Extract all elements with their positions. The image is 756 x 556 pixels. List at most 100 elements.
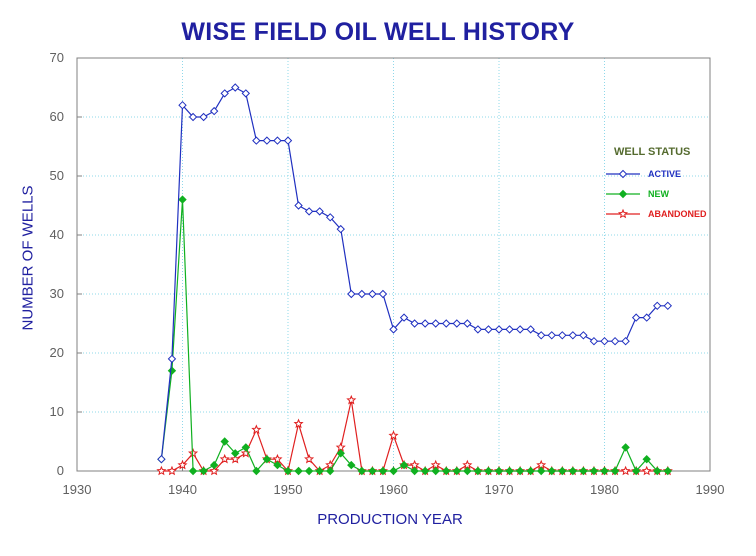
new-point	[325, 466, 335, 476]
y-tick-label: 0	[57, 463, 64, 478]
new-point	[368, 466, 377, 476]
new-point	[579, 466, 588, 476]
active-point	[410, 319, 419, 328]
new-point	[547, 466, 556, 476]
active-point	[157, 454, 166, 464]
new-point	[188, 466, 198, 476]
active-point	[452, 319, 462, 328]
active-point	[547, 331, 556, 340]
new-point	[178, 195, 187, 204]
new-point	[294, 466, 303, 476]
new-point	[378, 466, 388, 476]
active-point	[526, 325, 535, 334]
abandoned-point	[346, 394, 357, 405]
active-point	[209, 106, 219, 116]
new-point	[494, 466, 504, 476]
new-point	[515, 466, 525, 476]
abandoned-point	[209, 465, 220, 476]
active-point	[621, 336, 630, 346]
active-point	[252, 136, 261, 145]
series-abandoned	[156, 394, 673, 476]
new-point	[283, 466, 293, 476]
active-point	[220, 89, 229, 98]
active-point	[389, 325, 398, 334]
active-point	[653, 301, 662, 311]
new-point	[357, 466, 367, 476]
active-point	[663, 301, 673, 311]
new-point	[273, 460, 282, 470]
legend-marker-new	[618, 189, 628, 199]
new-point	[505, 466, 514, 476]
active-point	[442, 319, 451, 328]
active-point	[336, 224, 345, 234]
grid-lines	[76, 57, 711, 472]
new-point	[209, 460, 219, 470]
active-point	[494, 325, 504, 334]
legend-title: WELL STATUS	[614, 146, 690, 158]
x-tick-label: 1950	[274, 482, 303, 497]
active-point	[294, 201, 303, 210]
y-tick-label: 40	[50, 227, 64, 242]
active-point	[631, 313, 641, 322]
x-tick-label: 1970	[485, 482, 514, 497]
active-point	[188, 112, 198, 122]
active-point	[484, 325, 493, 334]
active-point	[515, 325, 525, 334]
new-point	[452, 466, 462, 476]
active-point	[420, 319, 430, 328]
new-point	[241, 443, 251, 452]
new-point	[653, 466, 662, 476]
new-point	[431, 466, 440, 476]
new-point	[252, 466, 261, 476]
y-tick-label: 20	[50, 345, 64, 360]
active-point	[315, 207, 324, 216]
new-point	[315, 466, 324, 476]
abandoned-point	[304, 453, 315, 464]
active-point	[642, 313, 651, 322]
new-point	[399, 460, 409, 470]
y-tick-label: 70	[50, 50, 64, 65]
new-point	[167, 366, 177, 375]
new-point	[621, 443, 630, 452]
active-point	[610, 336, 620, 346]
x-tick-label: 1980	[590, 482, 619, 497]
series-new	[157, 195, 673, 476]
new-point	[336, 449, 345, 458]
abandoned-point	[293, 418, 304, 429]
legend-label-active: ACTIVE	[648, 169, 681, 179]
legend-marker-active	[618, 169, 628, 179]
new-point	[220, 437, 229, 446]
abandoned-point	[388, 430, 399, 440]
new-point	[442, 466, 451, 476]
new-point	[420, 466, 430, 476]
active-point	[589, 336, 599, 346]
new-point	[473, 466, 483, 476]
x-tick-label: 1940	[168, 482, 197, 497]
abandoned-point	[219, 453, 230, 464]
active-point	[505, 325, 514, 334]
x-axis-label: PRODUCTION YEAR	[317, 511, 463, 528]
active-point	[199, 112, 208, 122]
new-point	[526, 466, 535, 476]
new-point	[631, 466, 641, 476]
series-active	[157, 83, 673, 464]
active-point	[579, 331, 588, 340]
active-line	[160, 86, 668, 460]
new-point	[410, 466, 419, 476]
y-tick-label: 30	[50, 286, 64, 301]
active-point	[283, 136, 293, 145]
new-point	[589, 466, 599, 476]
abandoned-point	[641, 465, 652, 476]
abandoned-point	[230, 453, 241, 464]
active-point	[378, 289, 388, 299]
x-tick-label: 1990	[696, 482, 725, 497]
new-point	[600, 466, 609, 476]
active-point	[431, 319, 440, 328]
abandoned-point	[620, 465, 631, 476]
new-point	[642, 454, 651, 464]
new-point	[199, 466, 208, 476]
legend-marker-abandoned	[617, 208, 629, 219]
new-point	[558, 466, 567, 476]
active-point	[273, 136, 282, 145]
